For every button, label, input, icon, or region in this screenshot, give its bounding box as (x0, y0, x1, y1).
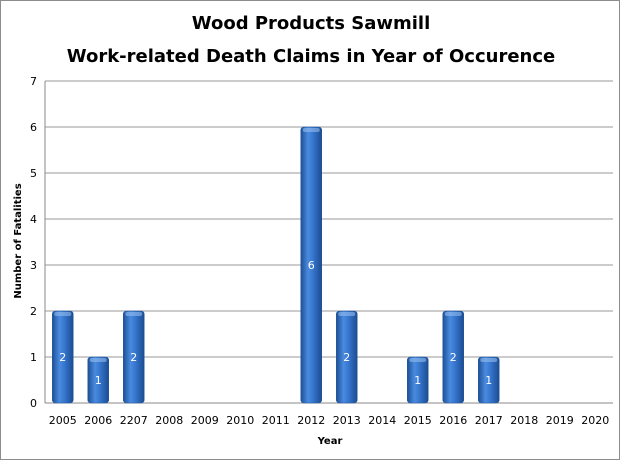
data-label-2008: 0 (166, 392, 173, 405)
data-label-2006: 1 (95, 374, 102, 387)
x-tick-label-2008: 2008 (155, 414, 183, 427)
y-tick-label: 0 (30, 397, 37, 410)
bar-highlight-2016 (444, 312, 462, 316)
data-label-2207: 2 (130, 351, 137, 364)
x-tick-label-2010: 2010 (226, 414, 254, 427)
y-tick-label: 4 (30, 213, 37, 226)
x-tick-label-2018: 2018 (510, 414, 538, 427)
bars: 2 1 2 0 0 0 0 6 2 0 1 2 1 0 0 0 (52, 126, 599, 405)
x-axis-title: Year (317, 436, 343, 447)
x-tick-label-2012: 2012 (297, 414, 325, 427)
x-tick-label-2009: 2009 (191, 414, 219, 427)
x-tick-labels: 2005 2006 2207 2008 2009 2010 2011 2012 2013 2014… (49, 414, 610, 427)
y-tick-label: 5 (30, 167, 37, 180)
chart-title-line-1: Wood Products Sawmill (192, 13, 431, 34)
bar-highlight-2013 (338, 312, 356, 316)
x-tick-label-2011: 2011 (262, 414, 290, 427)
y-tick-labels: 0 1 2 3 4 5 6 7 (30, 75, 37, 410)
data-label-2016: 2 (450, 351, 457, 364)
bar-2017 (478, 356, 500, 404)
bar-2207 (123, 310, 145, 404)
bar-2005 (52, 310, 74, 404)
bar-2006 (87, 356, 109, 404)
x-tick-label-2014: 2014 (368, 414, 396, 427)
data-label-2011: 0 (272, 392, 279, 405)
x-tick-label-2015: 2015 (404, 414, 432, 427)
bar-highlight-2006 (89, 358, 107, 362)
x-tick-label-2017: 2017 (475, 414, 503, 427)
bar-highlight-2207 (125, 312, 143, 316)
y-tick-label: 3 (30, 259, 37, 272)
data-label-2005: 2 (59, 351, 66, 364)
data-label-2009: 0 (201, 392, 208, 405)
bar-2015 (407, 356, 429, 404)
data-label-2013: 2 (343, 351, 350, 364)
data-label-2010: 0 (237, 392, 244, 405)
bar-highlight-2015 (409, 358, 427, 362)
data-label-2014: 0 (379, 392, 386, 405)
x-tick-label-2016: 2016 (439, 414, 467, 427)
y-tick-label: 6 (30, 121, 37, 134)
y-axis-title: Number of Fatalities (13, 183, 24, 298)
x-tick-label-2019: 2019 (546, 414, 574, 427)
data-label-2015: 1 (414, 374, 421, 387)
data-label-2018: 0 (521, 392, 528, 405)
x-tick-label-2005: 2005 (49, 414, 77, 427)
x-tick-label-2006: 2006 (84, 414, 112, 427)
bar-2016 (442, 310, 464, 404)
bar-2012 (300, 126, 322, 404)
bar-highlight-2012 (302, 128, 320, 132)
data-label-2017: 1 (485, 374, 492, 387)
data-label-2012: 6 (308, 259, 315, 272)
x-tick-label-2013: 2013 (333, 414, 361, 427)
y-tick-label: 2 (30, 305, 37, 318)
y-tick-label: 1 (30, 351, 37, 364)
y-tick-label: 7 (30, 75, 37, 88)
bar-highlight-2005 (54, 312, 72, 316)
x-tick-label-2207: 2207 (120, 414, 148, 427)
chart-title-line-2: Work-related Death Claims in Year of Occ… (67, 46, 556, 67)
x-tick-label-2020: 2020 (581, 414, 609, 427)
data-label-2020: 0 (592, 392, 599, 405)
data-label-2019: 0 (556, 392, 563, 405)
bar-highlight-2017 (480, 358, 498, 362)
bar-2013 (336, 310, 358, 404)
